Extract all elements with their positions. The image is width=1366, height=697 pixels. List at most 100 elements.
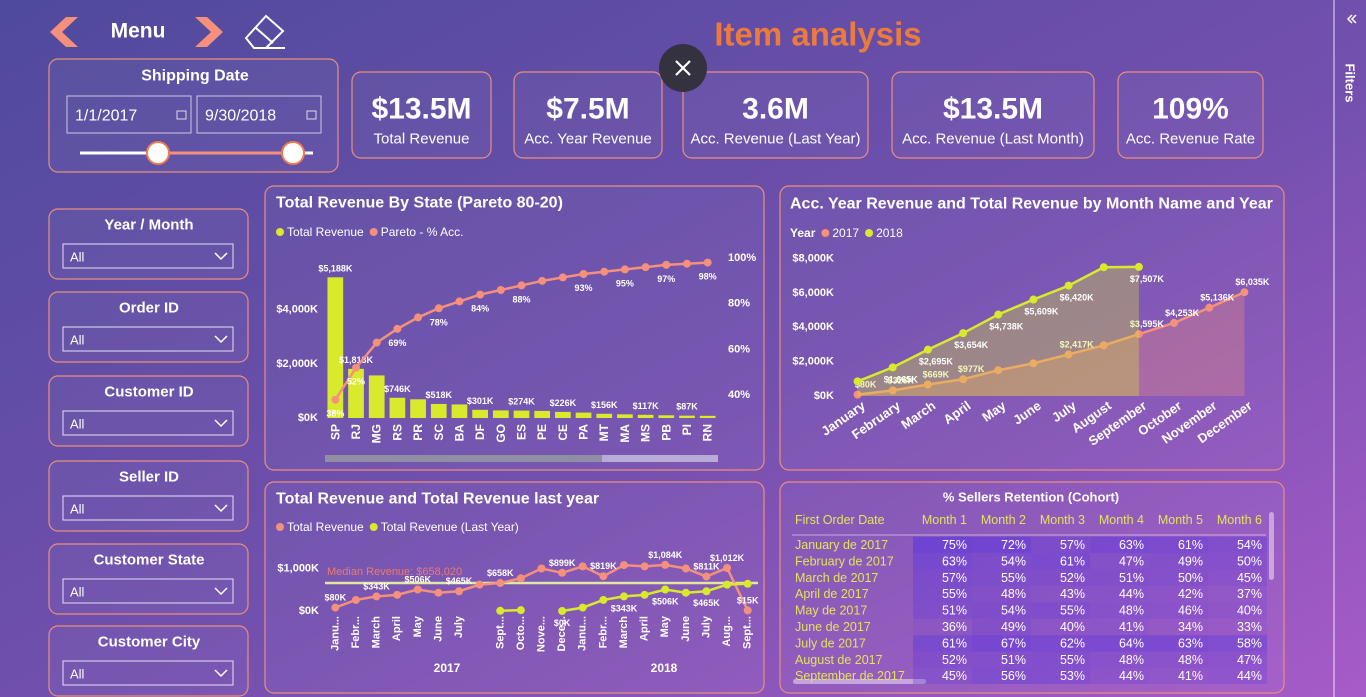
slicer-dropdown[interactable]: [62, 578, 234, 604]
point: [1240, 288, 1249, 297]
point: [923, 380, 932, 389]
close-icon[interactable]: [675, 60, 691, 76]
data-label: $326K: [887, 375, 914, 385]
column-header: Month 2: [981, 513, 1026, 527]
forward-arrow[interactable]: [195, 17, 223, 47]
table-cell: [913, 618, 972, 636]
table-cell: [1090, 651, 1149, 668]
y2-tick-label: 60%: [728, 343, 750, 355]
point: [681, 564, 690, 573]
data-label: $117K: [633, 401, 660, 411]
table-scrollbar[interactable]: [1269, 512, 1274, 580]
point: [994, 366, 1003, 375]
end-date[interactable]: 9/30/2018: [205, 108, 276, 125]
table-cell: [972, 668, 1031, 684]
point: [661, 585, 670, 594]
table-cell: [972, 536, 1031, 554]
x-tick-label: MS: [639, 424, 653, 442]
table-cell: [972, 635, 1031, 652]
kpi-value: 109%: [1152, 93, 1229, 126]
x-tick-label: July: [700, 615, 712, 638]
slicer-dropdown[interactable]: [62, 243, 234, 269]
table-value: 48%: [1119, 653, 1144, 667]
table-value: 52%: [1060, 571, 1085, 585]
table-value: 37%: [1237, 587, 1262, 601]
x-tick-label: July: [453, 615, 465, 638]
table-cell: [1090, 635, 1149, 652]
end-date-box[interactable]: [196, 95, 322, 134]
dropdown-chevron[interactable]: [214, 587, 228, 596]
x-group-label: 2017: [434, 661, 461, 675]
filters-label[interactable]: Filters: [1343, 63, 1358, 102]
point: [662, 260, 671, 269]
calendar-icon[interactable]: [306, 110, 317, 120]
table-cell: [1208, 651, 1267, 668]
slicer-dropdown[interactable]: [62, 410, 234, 436]
point: [558, 607, 567, 615]
table-cell: [972, 651, 1031, 668]
calendar-icon[interactable]: [176, 110, 187, 120]
data-label: $1,813K: [339, 355, 374, 365]
start-date-box[interactable]: [66, 95, 192, 134]
back-arrow[interactable]: [50, 17, 78, 47]
slicer-dropdown[interactable]: [62, 660, 234, 686]
kpi-label: Acc. Revenue (Last Month): [902, 131, 1084, 148]
dropdown-chevron[interactable]: [214, 504, 228, 513]
dropdown-chevron[interactable]: [214, 335, 228, 344]
y2-tick-label: 80%: [728, 298, 750, 310]
slicer-value[interactable]: All: [70, 667, 85, 682]
slider-handle[interactable]: [281, 141, 305, 165]
dropdown-chevron[interactable]: [214, 669, 228, 678]
table-value: 56%: [1001, 669, 1026, 683]
table-value: 51%: [942, 604, 967, 618]
slicer-value[interactable]: All: [70, 502, 85, 517]
data-label: $156K: [591, 400, 618, 410]
table-value: 34%: [1178, 620, 1203, 634]
column-header: Month 5: [1158, 513, 1203, 527]
legend-label: Total Revenue (Last Year): [381, 520, 519, 534]
data-label: 88%: [512, 294, 530, 304]
table-scrollbar[interactable]: [793, 679, 926, 684]
slicer-value[interactable]: All: [70, 250, 85, 265]
chart-scrollbar-thumb[interactable]: [325, 455, 602, 462]
point: [414, 313, 423, 322]
legend-label: Pareto - % Acc.: [381, 225, 464, 239]
x-tick-label: Aug...: [721, 616, 733, 647]
x-tick-label: PA: [577, 424, 591, 440]
point: [372, 592, 381, 601]
slicer-dropdown[interactable]: [62, 495, 234, 521]
chart-panel: [264, 481, 765, 694]
table-cell: [1090, 586, 1149, 603]
row-header: January de 2017: [795, 538, 888, 552]
bar: [451, 404, 468, 418]
slicer-value[interactable]: All: [70, 417, 85, 432]
dropdown-chevron[interactable]: [214, 252, 228, 261]
eraser-icon[interactable]: [244, 14, 285, 49]
slider-handle[interactable]: [146, 141, 170, 165]
table-cell: [913, 668, 972, 684]
point: [703, 258, 712, 267]
point: [1099, 341, 1108, 350]
data-label: $80K: [855, 380, 877, 390]
collapse-icon[interactable]: [1346, 14, 1357, 24]
kpi-label: Acc. Year Revenue: [524, 131, 652, 148]
point: [434, 304, 443, 313]
table-cell: [1031, 635, 1090, 652]
x-tick-label: MG: [370, 424, 384, 443]
menu-label[interactable]: Menu: [111, 20, 166, 43]
date-slicer-panel: [48, 58, 339, 173]
data-label: 78%: [430, 317, 448, 327]
slicer-dropdown[interactable]: [62, 326, 234, 352]
bar: [430, 403, 447, 418]
slicer-value[interactable]: All: [70, 585, 85, 600]
bar: [679, 415, 695, 418]
point: [619, 592, 628, 601]
kpi-value: $13.5M: [943, 93, 1043, 126]
dropdown-chevron[interactable]: [214, 419, 228, 428]
start-date[interactable]: 1/1/2017: [75, 108, 137, 125]
point: [743, 606, 752, 615]
data-label: $1,012K: [710, 553, 745, 563]
bar: [389, 397, 406, 418]
data-label: $80K: [325, 593, 347, 603]
slicer-value[interactable]: All: [70, 333, 85, 348]
